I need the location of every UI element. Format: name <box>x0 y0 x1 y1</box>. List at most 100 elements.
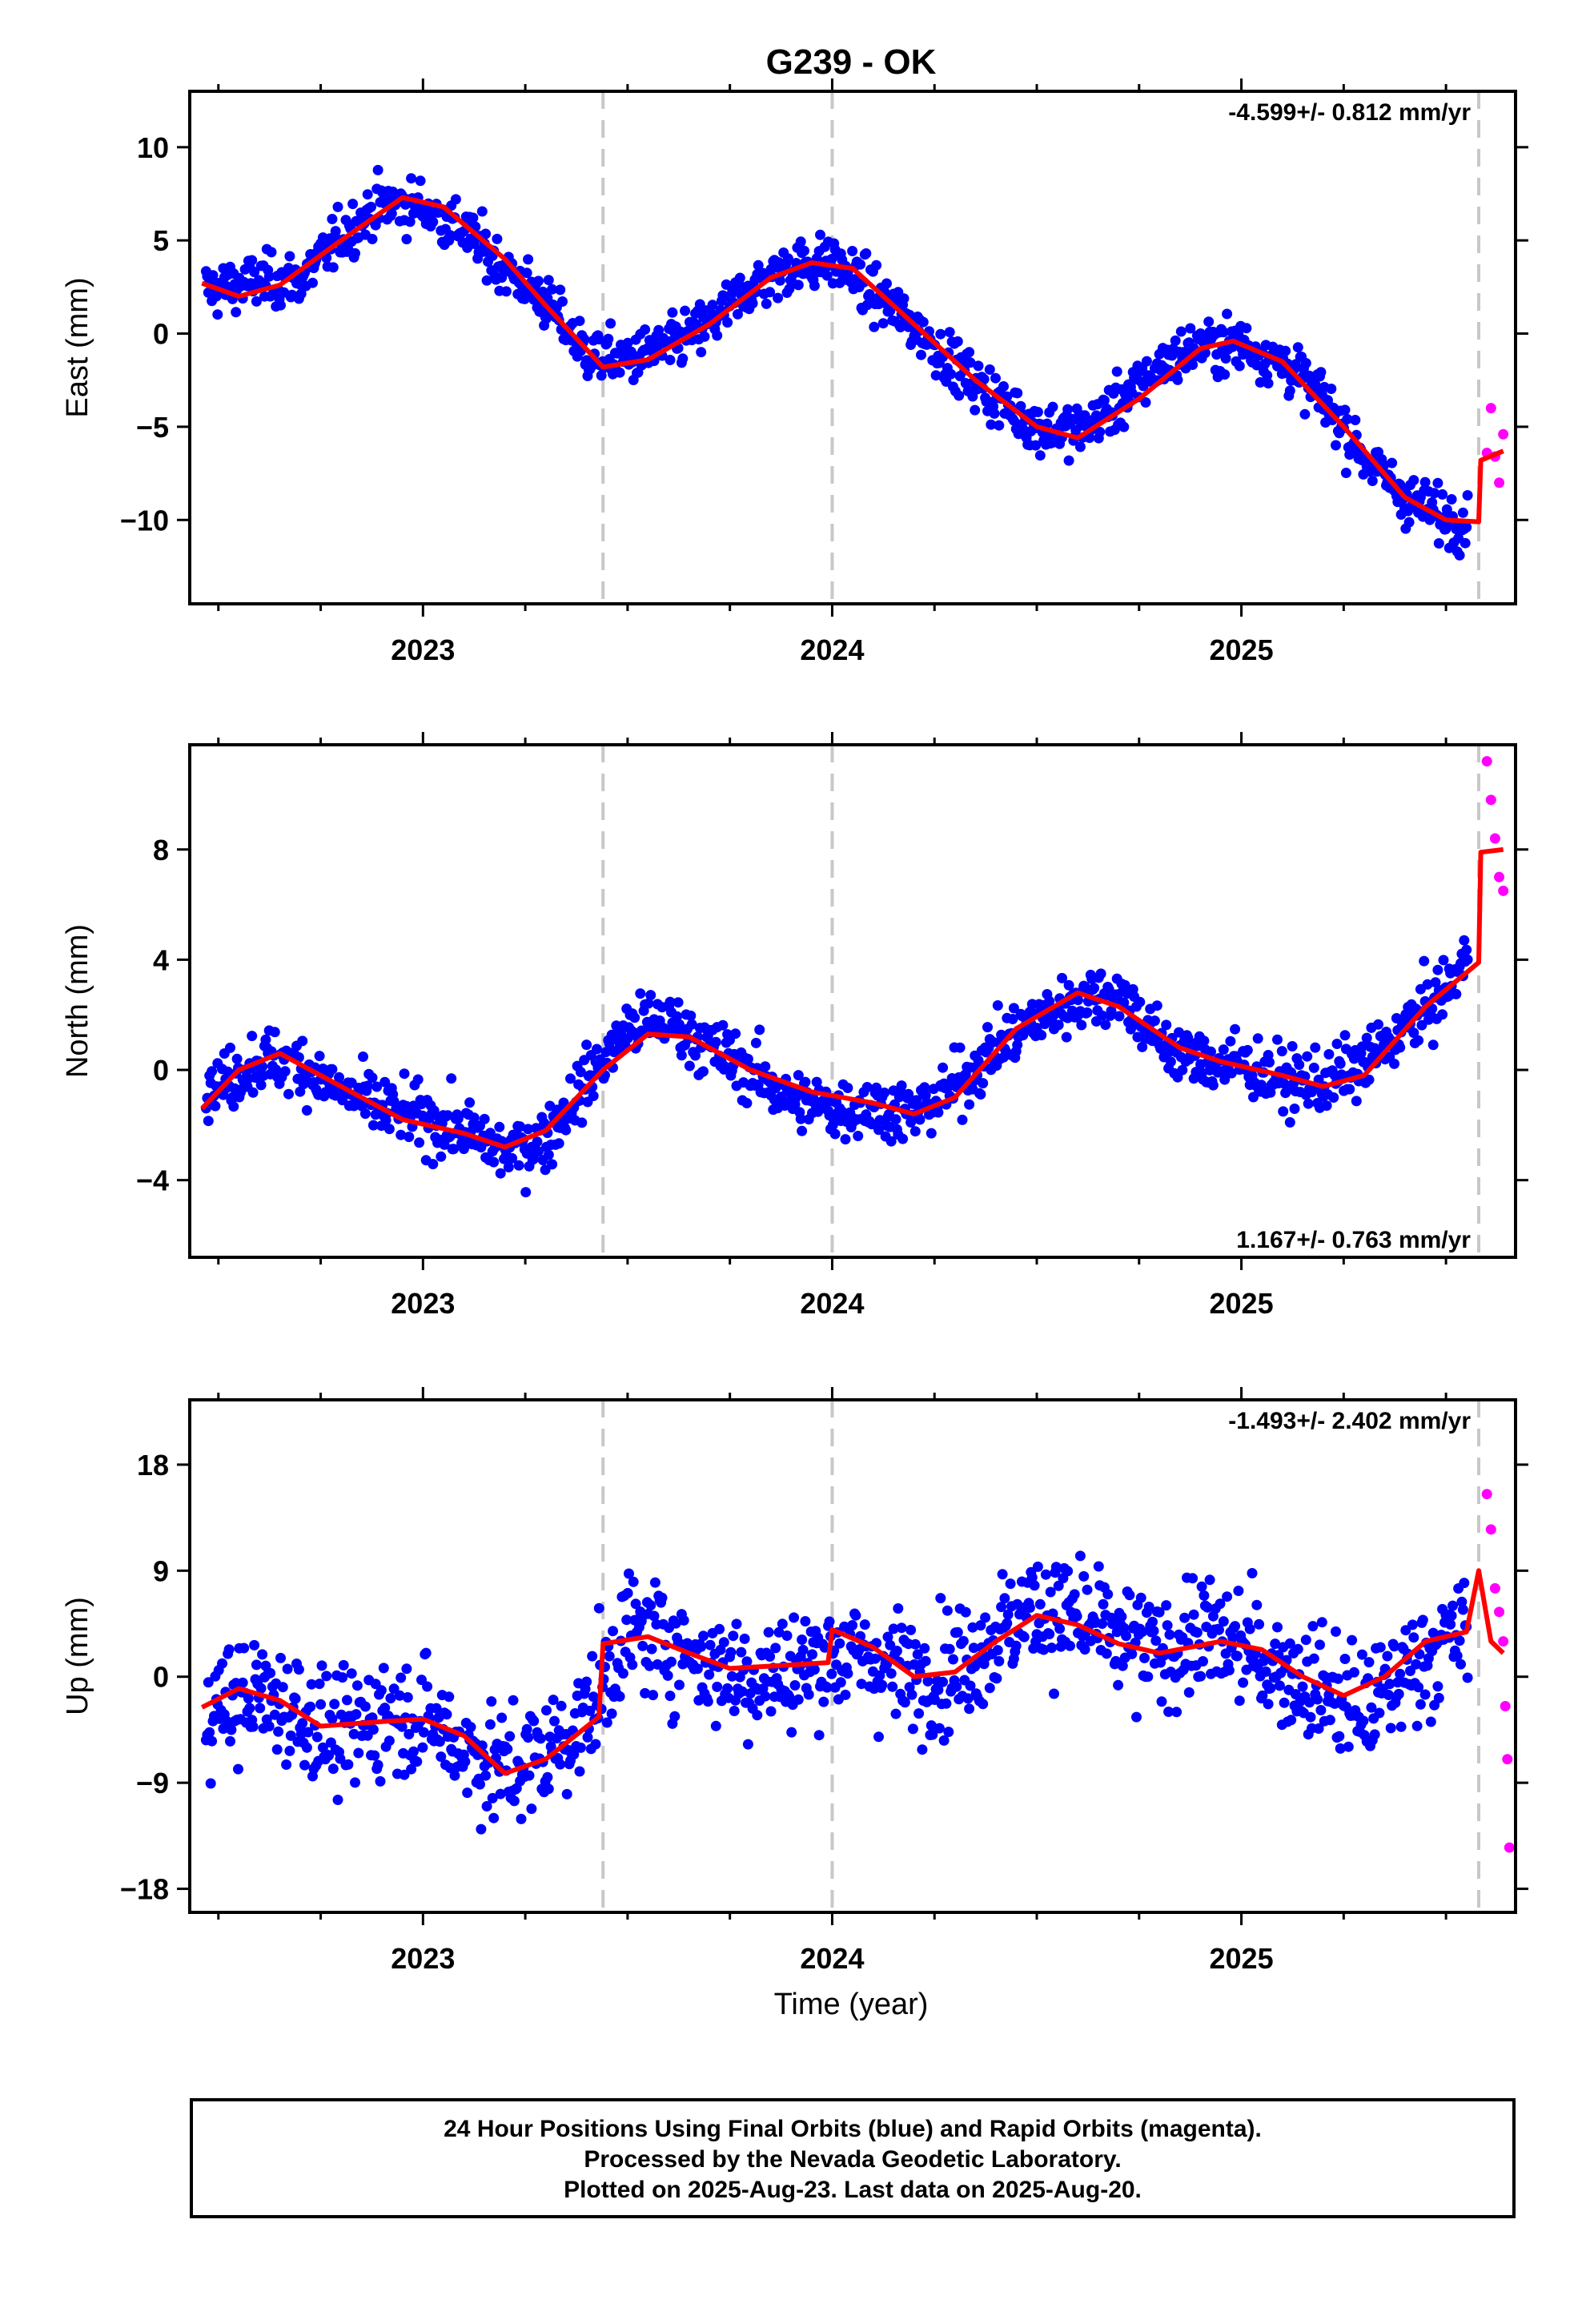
north-final-point <box>1089 983 1100 994</box>
up-final-point <box>736 1647 747 1658</box>
east-final-point <box>877 318 889 329</box>
up-final-point <box>1369 1729 1380 1740</box>
up-final-point <box>233 1763 243 1775</box>
up-final-point <box>524 1770 535 1781</box>
north-final-point <box>446 1073 457 1084</box>
up-final-point <box>948 1654 958 1665</box>
up-final-point <box>528 1715 540 1727</box>
north-y-axis-label: North (mm) <box>61 924 94 1078</box>
east-final-point <box>1030 440 1042 451</box>
up-final-point <box>628 1576 639 1587</box>
up-final-point <box>847 1620 858 1630</box>
up-final-point <box>1312 1694 1323 1705</box>
up-final-point <box>731 1618 742 1630</box>
north-final-point <box>1303 1098 1314 1109</box>
north-final-point <box>1008 1003 1019 1014</box>
up-final-point <box>980 1612 991 1623</box>
east-final-point <box>1032 407 1043 417</box>
up-x-tick-label: 2023 <box>391 1942 455 1975</box>
east-final-point <box>1219 369 1231 380</box>
up-final-point <box>920 1655 931 1667</box>
north-final-point <box>1151 1000 1162 1011</box>
up-final-point <box>1032 1561 1043 1572</box>
up-final-point <box>975 1620 986 1631</box>
east-final-point <box>793 279 804 291</box>
up-rapid-point <box>1500 1701 1511 1712</box>
up-final-point <box>436 1751 447 1763</box>
north-final-point <box>1218 1044 1229 1055</box>
up-final-point <box>383 1735 395 1747</box>
up-final-point <box>1456 1596 1468 1607</box>
up-final-point <box>487 1792 498 1803</box>
up-final-point <box>710 1720 721 1731</box>
north-final-point <box>1199 1035 1210 1047</box>
up-final-point <box>460 1756 471 1767</box>
up-final-point <box>692 1663 703 1675</box>
north-final-point <box>645 990 656 1001</box>
east-final-point <box>284 251 295 262</box>
up-final-point <box>1050 1562 1062 1573</box>
up-final-point <box>888 1623 899 1634</box>
north-final-point <box>1422 979 1433 990</box>
east-final-point <box>481 275 492 286</box>
up-final-point <box>644 1660 655 1671</box>
up-final-point <box>1049 1688 1059 1699</box>
east-final-point <box>881 278 892 289</box>
east-final-point <box>327 262 339 273</box>
east-final-point <box>815 229 825 240</box>
east-final-point <box>1340 468 1351 478</box>
up-final-point <box>299 1759 310 1771</box>
north-final-point <box>543 1149 554 1160</box>
north-final-point <box>1036 1030 1047 1041</box>
up-final-point <box>508 1795 520 1807</box>
up-final-point <box>480 1770 492 1781</box>
up-final-point <box>656 1592 668 1603</box>
east-final-point <box>1141 356 1152 367</box>
north-final-point <box>1114 1011 1125 1022</box>
up-final-point <box>394 1690 405 1701</box>
up-final-point <box>943 1727 954 1738</box>
up-rapid-point <box>1494 1606 1505 1618</box>
up-final-point <box>575 1742 586 1753</box>
up-final-point <box>338 1659 349 1671</box>
north-final-point <box>1226 1068 1237 1079</box>
up-final-point <box>726 1671 737 1682</box>
up-final-point <box>1002 1609 1014 1620</box>
east-final-point <box>1457 507 1468 518</box>
up-final-point <box>369 1750 380 1761</box>
up-final-point <box>275 1652 286 1663</box>
up-final-point <box>244 1703 255 1714</box>
north-final-point <box>260 1034 271 1045</box>
up-final-point <box>1348 1667 1359 1678</box>
north-final-point <box>730 1028 741 1039</box>
north-final-point <box>842 1083 853 1093</box>
up-final-point <box>856 1679 867 1690</box>
up-final-point <box>1395 1721 1407 1732</box>
north-final-point <box>1432 964 1443 975</box>
up-final-point <box>462 1787 473 1799</box>
east-final-point <box>1339 404 1351 416</box>
up-final-point <box>818 1696 829 1707</box>
east-final-point <box>1262 370 1273 381</box>
up-rapid-point <box>1481 1489 1492 1500</box>
east-final-point <box>476 206 488 217</box>
north-final-point <box>1419 955 1430 967</box>
east-final-point <box>1284 385 1295 396</box>
north-final-point <box>897 1133 909 1144</box>
up-final-point <box>1117 1660 1128 1671</box>
north-final-point <box>811 1076 822 1088</box>
up-final-point <box>1079 1644 1090 1655</box>
east-final-point <box>765 287 776 298</box>
up-final-point <box>281 1759 292 1770</box>
east-final-point <box>917 316 929 328</box>
up-final-point <box>434 1736 445 1747</box>
up-final-point <box>269 1709 280 1720</box>
east-final-point <box>347 199 359 210</box>
up-final-point <box>913 1708 925 1719</box>
up-final-point <box>1324 1715 1335 1726</box>
up-final-point <box>702 1696 713 1707</box>
up-final-point <box>406 1763 417 1775</box>
up-final-point <box>1308 1653 1319 1664</box>
up-final-point <box>1257 1690 1268 1701</box>
north-final-point <box>885 1136 897 1147</box>
